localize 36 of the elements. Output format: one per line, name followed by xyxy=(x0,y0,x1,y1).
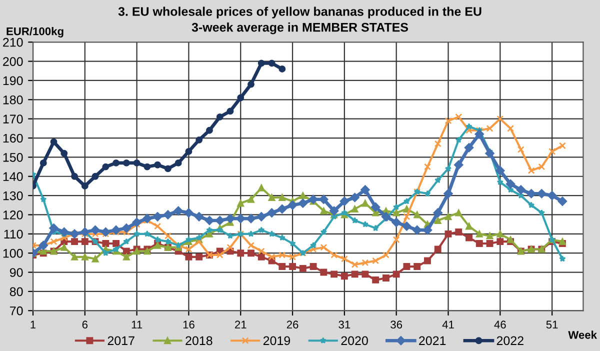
legend-label: 2020 xyxy=(341,336,368,346)
x-tick-label: 31 xyxy=(338,320,350,329)
y-tick-label: 170 xyxy=(3,114,23,124)
chart-subtitle: 3-week average in MEMBER STATES xyxy=(192,22,408,34)
y-axis-title: EUR/100kg xyxy=(6,27,64,38)
x-tick-label: 11 xyxy=(132,320,142,328)
y-tick-label: 110 xyxy=(4,230,23,239)
x-tick-label: 41 xyxy=(442,320,454,328)
legend-label: 2019 xyxy=(263,336,290,346)
y-tick-label: 200 xyxy=(3,57,23,66)
x-tick-label: 51 xyxy=(546,320,558,329)
x-tick-label: 21 xyxy=(235,320,246,328)
y-tick-label: 100 xyxy=(3,248,23,258)
y-tick-label: 210 xyxy=(3,38,23,47)
legend-label: 2022 xyxy=(496,336,524,346)
y-tick-label: 180 xyxy=(3,95,23,104)
x-axis-title: Week xyxy=(568,330,598,339)
y-tick-label: 90 xyxy=(10,268,23,277)
y-tick-label: 160 xyxy=(3,134,23,143)
y-tick-label: 70 xyxy=(10,306,23,316)
y-tick-label: 80 xyxy=(10,287,23,296)
x-tick-label: 16 xyxy=(183,320,194,329)
y-tick-label: 140 xyxy=(3,172,23,182)
y-tick-label: 130 xyxy=(3,191,23,200)
x-tick-label: 46 xyxy=(494,320,506,329)
legend-label: 2021 xyxy=(419,336,446,346)
x-tick-label: 36 xyxy=(390,320,402,329)
x-tick-label: 6 xyxy=(82,320,88,329)
legend-label: 2017 xyxy=(108,336,134,346)
chart-title: 3. EU wholesale prices of yellow bananas produced in the EU xyxy=(118,6,482,18)
y-tick-label: 190 xyxy=(3,76,23,86)
y-tick-label: 120 xyxy=(3,210,23,220)
legend-label: 2018 xyxy=(186,336,212,346)
x-tick-label: 26 xyxy=(286,320,298,329)
y-tick-label: 150 xyxy=(3,153,23,162)
x-tick-label: 1 xyxy=(30,320,36,328)
